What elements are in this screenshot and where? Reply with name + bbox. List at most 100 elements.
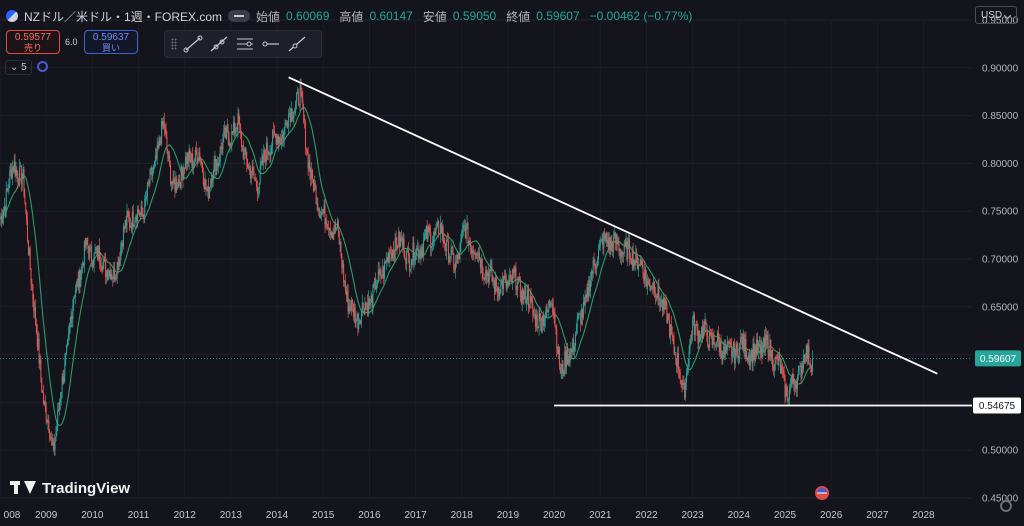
candle-body bbox=[410, 265, 412, 270]
candle-body bbox=[734, 354, 736, 364]
candle-body bbox=[92, 264, 94, 268]
candle-body bbox=[548, 301, 550, 310]
candle-body bbox=[193, 161, 195, 165]
candle-body bbox=[478, 252, 480, 255]
currency-select[interactable]: USD bbox=[975, 6, 1017, 24]
candle-body bbox=[466, 223, 468, 226]
candle-body bbox=[371, 295, 373, 308]
candle-body bbox=[110, 273, 112, 280]
candle-body bbox=[108, 270, 110, 275]
candle-body bbox=[480, 258, 482, 268]
descending-trendline[interactable] bbox=[288, 76, 938, 375]
candle-body bbox=[374, 278, 376, 285]
interval-selector[interactable]: ⌄ 5 bbox=[5, 60, 32, 75]
candle-body bbox=[590, 271, 592, 280]
candle-body bbox=[510, 277, 512, 283]
candle-body bbox=[760, 345, 762, 353]
candle-body bbox=[112, 277, 114, 279]
candle-body bbox=[253, 171, 255, 179]
candle-body bbox=[806, 344, 808, 359]
candle-body bbox=[173, 178, 175, 183]
candle-body bbox=[70, 316, 72, 323]
candle-body bbox=[543, 321, 545, 326]
indicator-settings-icon[interactable] bbox=[37, 61, 48, 72]
candle-body bbox=[390, 252, 392, 254]
ray-tool-icon[interactable] bbox=[209, 35, 229, 53]
time-tick-label: 2015 bbox=[312, 510, 335, 521]
candle-body bbox=[500, 282, 502, 294]
trendline-tool-icon[interactable] bbox=[183, 35, 203, 53]
horizontal-ray-tool-icon[interactable] bbox=[261, 35, 281, 53]
candle-body bbox=[327, 227, 329, 228]
price-tick-label: 0.45000 bbox=[982, 494, 1019, 505]
candle-body bbox=[85, 238, 87, 248]
candle-body bbox=[639, 259, 641, 266]
candle-body bbox=[755, 345, 757, 356]
candle-body bbox=[285, 122, 287, 124]
candle-body bbox=[27, 240, 29, 255]
buy-button[interactable]: 0.59637 買い bbox=[84, 30, 138, 54]
candle-body bbox=[732, 342, 734, 352]
candle-body bbox=[56, 426, 58, 433]
candle-body bbox=[541, 325, 543, 332]
candle-body bbox=[556, 328, 558, 351]
candle-body bbox=[94, 252, 96, 254]
candle-body bbox=[354, 307, 356, 324]
candle-body bbox=[190, 157, 192, 163]
candle-body bbox=[512, 269, 514, 273]
candle-body bbox=[744, 339, 746, 351]
candle-body bbox=[413, 242, 415, 262]
symbol-title[interactable]: NZドル／米ドル・1週・FOREX.com bbox=[24, 9, 223, 24]
tradingview-logo: TradingView bbox=[10, 478, 130, 498]
trendlines[interactable] bbox=[288, 76, 972, 407]
candle-body bbox=[433, 232, 435, 239]
candle-body bbox=[39, 359, 41, 364]
candle-body bbox=[688, 351, 690, 367]
candle-body bbox=[185, 156, 187, 169]
candle-body bbox=[637, 255, 639, 270]
sell-button[interactable]: 0.59577 売り bbox=[6, 30, 60, 54]
extended-line-tool-icon[interactable] bbox=[287, 35, 307, 53]
us-flag-event-icon[interactable] bbox=[815, 486, 829, 500]
time-axis[interactable]: 008 2009 2010 2011 2012 2013 2014 2015 2016 2017 2… bbox=[4, 510, 935, 521]
candle-body bbox=[109, 270, 111, 280]
candle-body bbox=[97, 246, 99, 260]
candle-body bbox=[611, 240, 613, 244]
candle-body bbox=[248, 166, 250, 169]
candle-body bbox=[796, 376, 798, 390]
candle-body bbox=[634, 260, 636, 266]
candle-body bbox=[21, 178, 23, 185]
collapse-toggle-icon[interactable] bbox=[228, 10, 251, 22]
time-tick-label: 2011 bbox=[128, 510, 150, 521]
open-label: 始値 bbox=[256, 9, 281, 24]
candle-body bbox=[265, 142, 267, 162]
parallel-channel-tool-icon[interactable] bbox=[235, 35, 255, 53]
chart-settings-icon[interactable] bbox=[1000, 500, 1012, 512]
candle-body bbox=[175, 178, 177, 192]
candle-body bbox=[272, 130, 274, 146]
candle-body bbox=[811, 367, 813, 373]
candle-body bbox=[504, 275, 506, 279]
candle-body bbox=[262, 156, 264, 163]
candle-body bbox=[90, 246, 92, 262]
candle-body bbox=[6, 189, 8, 191]
candle-body bbox=[121, 243, 123, 248]
candle-body bbox=[448, 256, 450, 263]
price-axis[interactable]: 0.950000.900000.850000.800000.750000.700… bbox=[973, 16, 1021, 505]
candle-body bbox=[328, 228, 330, 230]
candle-body bbox=[59, 398, 61, 403]
candle-body bbox=[694, 325, 696, 335]
time-tick-label: 008 bbox=[4, 510, 21, 521]
candle-body bbox=[645, 269, 647, 279]
drag-handle-icon[interactable] bbox=[171, 38, 177, 50]
candle-body bbox=[55, 432, 57, 442]
candle-body bbox=[475, 253, 477, 255]
candle-body bbox=[199, 152, 201, 161]
candle-body bbox=[558, 347, 560, 368]
candle-body bbox=[575, 331, 577, 335]
candle-body bbox=[337, 221, 339, 232]
candle-body bbox=[674, 352, 676, 353]
candle-body bbox=[48, 420, 50, 434]
candle-body bbox=[805, 344, 807, 361]
